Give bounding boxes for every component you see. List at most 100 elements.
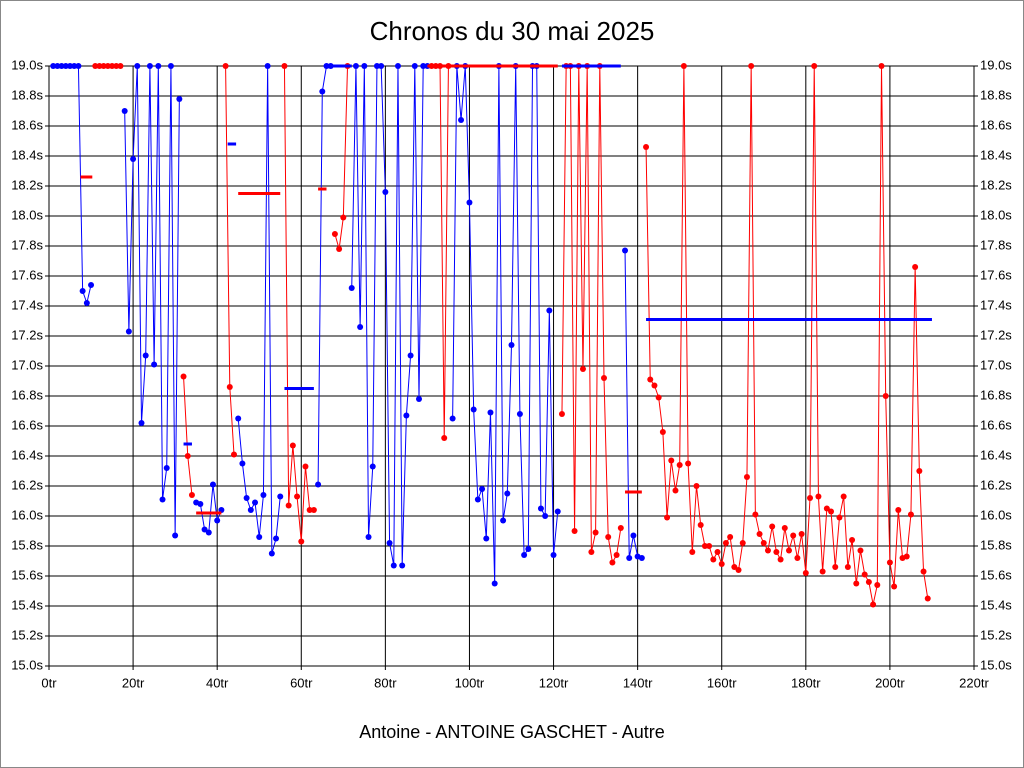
y-tick-label: 18.8s — [11, 87, 43, 102]
data-point — [500, 517, 507, 524]
data-point — [416, 396, 422, 402]
data-point — [697, 522, 704, 528]
data-point — [727, 534, 734, 540]
data-point — [558, 411, 565, 417]
data-point — [920, 568, 927, 575]
data-point — [613, 552, 620, 558]
data-point — [508, 342, 515, 348]
y-tick-label: 16.0s — [11, 507, 43, 522]
data-point — [256, 534, 263, 540]
data-point — [588, 549, 595, 555]
y2-tick-label: 16.4s — [980, 447, 1012, 462]
data-point — [764, 547, 771, 554]
data-point — [197, 501, 204, 507]
data-point — [180, 373, 187, 380]
data-point — [882, 393, 889, 399]
data-point — [411, 63, 418, 69]
data-point — [88, 282, 95, 288]
y2-tick-label: 18.6s — [980, 117, 1012, 132]
data-point — [104, 63, 111, 69]
x-tick-label: 80tr — [374, 675, 397, 690]
data-point — [155, 63, 162, 69]
data-point — [67, 63, 74, 69]
data-point — [781, 525, 788, 531]
data-point — [373, 63, 380, 69]
data-point — [470, 406, 477, 413]
y2-tick-label: 18.2s — [980, 177, 1012, 192]
data-point — [386, 540, 393, 546]
data-point — [924, 595, 931, 602]
data-point — [622, 247, 629, 254]
data-point — [638, 555, 645, 561]
data-point — [483, 535, 490, 542]
data-point — [680, 63, 687, 69]
data-point — [134, 63, 141, 69]
data-point — [912, 264, 919, 270]
data-point — [609, 559, 616, 566]
data-point — [891, 583, 898, 590]
y2-tick-label: 17.4s — [980, 297, 1012, 312]
data-point — [294, 493, 301, 500]
data-point — [277, 493, 284, 500]
data-point — [853, 580, 860, 587]
data-point — [336, 246, 343, 252]
data-point — [458, 117, 465, 123]
series-line — [452, 65, 559, 584]
data-point — [865, 579, 872, 585]
data-point — [62, 63, 69, 69]
data-point — [655, 394, 662, 401]
data-point — [626, 555, 633, 561]
series-line — [124, 65, 180, 536]
data-point — [487, 409, 494, 416]
data-point — [222, 63, 229, 69]
x-tick-label: 60tr — [290, 675, 313, 690]
data-point — [849, 537, 856, 543]
data-point — [201, 526, 208, 533]
data-point — [298, 538, 305, 545]
y2-tick-label: 18.8s — [980, 87, 1012, 102]
data-point — [811, 63, 818, 69]
data-point — [823, 505, 830, 512]
data-point — [323, 63, 330, 69]
data-point — [285, 502, 292, 509]
data-point — [525, 546, 532, 552]
data-point — [554, 508, 561, 515]
data-point — [146, 63, 153, 69]
data-point — [777, 556, 784, 563]
data-point — [348, 285, 355, 291]
data-point — [550, 552, 557, 558]
data-point — [701, 543, 708, 549]
data-point — [117, 63, 124, 69]
data-point — [718, 561, 725, 567]
data-point — [159, 496, 166, 503]
y2-tick-label: 16.8s — [980, 387, 1012, 402]
data-point — [769, 523, 776, 530]
x-tick-label: 120tr — [539, 675, 569, 690]
data-point — [382, 189, 389, 195]
data-point — [268, 550, 275, 557]
y-tick-label: 17.8s — [11, 237, 43, 252]
y2-tick-label: 15.8s — [980, 537, 1012, 552]
data-point — [273, 535, 280, 542]
y2-tick-label: 17.8s — [980, 237, 1012, 252]
data-point — [689, 549, 696, 555]
data-point — [214, 517, 221, 524]
y-tick-label: 16.4s — [11, 447, 43, 462]
data-point — [369, 463, 376, 470]
y-tick-label: 17.0s — [11, 357, 43, 372]
data-point — [407, 352, 414, 359]
data-point — [630, 532, 637, 539]
data-point — [357, 324, 364, 330]
data-point — [58, 63, 65, 69]
data-point — [916, 468, 923, 474]
y-tick-label: 15.0s — [11, 657, 43, 672]
data-point — [903, 553, 910, 560]
data-point — [151, 361, 158, 368]
data-point — [310, 507, 317, 513]
data-point — [659, 429, 666, 435]
data-point — [231, 451, 237, 458]
y2-tick-label: 16.0s — [980, 507, 1012, 522]
y2-tick-label: 18.0s — [980, 207, 1012, 222]
data-point — [365, 534, 372, 540]
y-tick-label: 16.8s — [11, 387, 43, 402]
